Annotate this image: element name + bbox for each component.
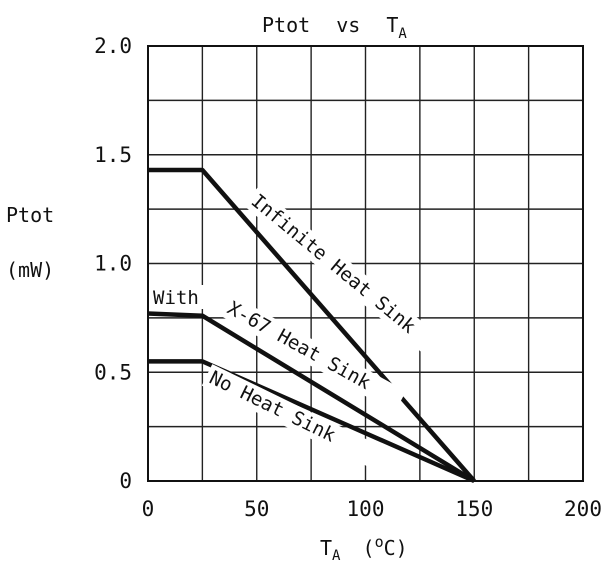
label-infinite-heat-sink-bg [243,186,450,363]
y-tick-label: 0.5 [94,360,132,384]
y-tick-label: 1.5 [94,143,132,167]
x-axis-unit-open: ( [363,536,375,560]
series-line-x67-heat-sink [147,311,476,483]
x-axis-unit-close: ) [396,536,408,560]
title-vs: vs [336,13,360,37]
y-axis-title-line2: (mW) [6,258,54,282]
series-layer [147,167,476,484]
series-line-infinite-heat-sink [148,167,476,483]
ticks: 0 0.5 1.0 1.5 2.0 0 50 100 150 200 [94,34,602,521]
x-axis-title-sub-a: A [332,548,341,564]
plot-frame [147,45,584,482]
y-tick-label: 1.0 [94,252,132,276]
title-t: T [386,13,398,37]
x-tick-label: 0 [142,497,155,521]
x-tick-label: 150 [455,497,493,521]
x-axis-title-t: T [320,536,332,560]
x-tick-label: 200 [564,497,602,521]
y-tick-label: 0 [119,469,132,493]
label-no-heat-sink-text: No Heat Sink [206,367,340,447]
label-with-text: With [153,287,199,309]
x-axis-unit-degree: o [375,533,384,551]
y-tick-label: 2.0 [94,34,132,58]
label-no-heat-sink-bg [201,364,384,469]
grid [148,46,583,481]
series-line-no-heat-sink [148,359,476,484]
x-axis-title: TA (oC) [320,533,408,565]
title-ptot: Ptot [262,13,310,37]
label-with-bg [150,285,220,309]
label-x67-rest-bg [219,294,407,413]
x-axis-unit-c: C [384,536,396,560]
x-tick-label: 100 [347,497,385,521]
title-sub-a: A [398,26,407,42]
chart-title: Ptot vs TA [262,13,407,42]
x-tick-label: 50 [244,497,269,521]
y-axis-title-line1: Ptot [6,203,54,227]
